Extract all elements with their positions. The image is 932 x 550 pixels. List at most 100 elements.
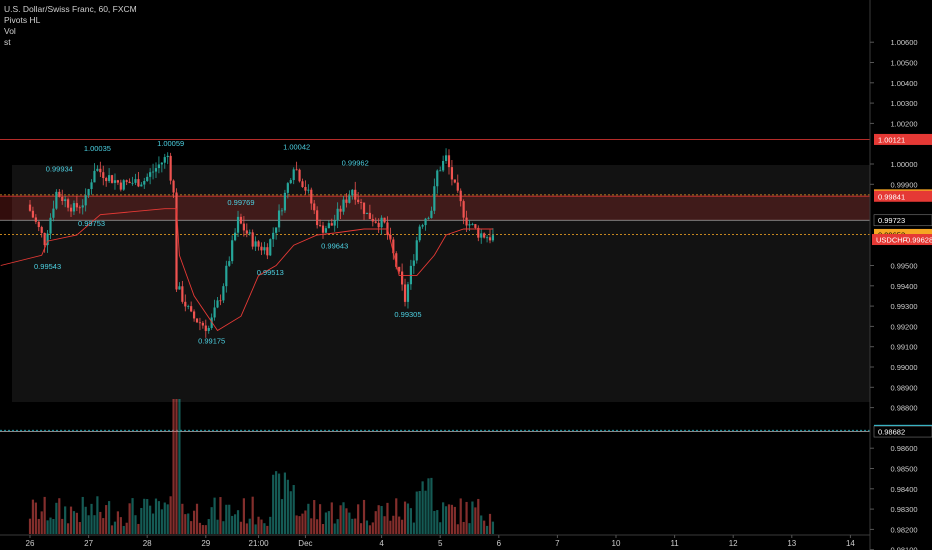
candle-body xyxy=(292,169,295,181)
legend-indicator-pivots[interactable]: Pivots HL xyxy=(4,15,41,25)
candle-body xyxy=(389,234,392,240)
volume-bar xyxy=(105,505,108,534)
candle-body xyxy=(99,168,102,173)
volume-bar xyxy=(163,502,166,534)
time-tick-label: 12 xyxy=(729,539,738,548)
candle-body xyxy=(359,202,363,203)
candle-body xyxy=(228,261,231,266)
volume-bar xyxy=(207,519,210,534)
candle-body xyxy=(66,199,70,208)
candle-body xyxy=(251,232,254,247)
candle-body xyxy=(269,239,272,256)
volume-bar xyxy=(318,504,322,534)
candle-body xyxy=(336,208,339,221)
volume-bar xyxy=(119,517,122,534)
volume-bar xyxy=(266,525,269,534)
volume-bar xyxy=(283,472,287,534)
candle-body xyxy=(354,189,357,200)
volume-bar xyxy=(342,502,345,534)
volume-bar xyxy=(157,501,161,534)
volume-bar xyxy=(468,523,471,534)
candle-body xyxy=(406,284,410,302)
legend-title[interactable]: U.S. Dollar/Swiss Franc, 60, FXCM xyxy=(4,4,137,14)
time-tick-label: 28 xyxy=(143,539,152,548)
volume-bar xyxy=(269,516,272,534)
candle-body xyxy=(436,170,439,187)
candle-body xyxy=(61,196,64,202)
volume-bar xyxy=(75,512,78,534)
candle-body xyxy=(289,180,292,184)
volume-bar xyxy=(392,515,395,534)
volume-bar xyxy=(365,520,369,534)
candle-body xyxy=(324,228,328,233)
candle-body xyxy=(377,222,380,228)
candle-body xyxy=(163,157,166,163)
time-tick-label: 21:00 xyxy=(249,539,270,548)
volume-bar xyxy=(234,514,237,534)
volume-bar xyxy=(69,506,73,534)
candle-body xyxy=(49,217,52,234)
candle-body xyxy=(143,180,146,185)
volume-bar xyxy=(178,399,181,534)
candle-body xyxy=(310,189,313,204)
candle-body xyxy=(201,322,204,326)
candle-body xyxy=(327,223,330,229)
volume-bar xyxy=(195,503,199,534)
candle-body xyxy=(342,199,345,212)
candle-body xyxy=(184,301,187,307)
volume-bar xyxy=(395,498,398,534)
candle-body xyxy=(330,223,333,226)
candle-body xyxy=(72,203,76,212)
volume-bar xyxy=(483,520,486,534)
time-axis[interactable]: 26 27 28 29 21:00 Dec 4 5 6 7 10 11 12 13 14 xyxy=(26,535,856,548)
candle-body xyxy=(424,218,427,226)
volume-bar xyxy=(184,514,187,534)
price-tick-label: 0.99300 xyxy=(890,302,917,311)
candle-body xyxy=(283,192,287,211)
volume-bar xyxy=(46,520,49,534)
legend-indicator-st[interactable]: st xyxy=(4,37,11,47)
time-tick-label: 27 xyxy=(84,539,93,548)
volume-bar xyxy=(190,521,193,534)
time-tick-label: 7 xyxy=(555,539,560,548)
candle-body xyxy=(195,318,199,323)
volume-bar xyxy=(444,506,448,534)
price-axis[interactable]: 1.00600 1.00500 1.00400 1.00300 1.00200 1.000… xyxy=(870,38,918,550)
volume-bar xyxy=(275,471,278,534)
price-tag-label: 0.99723 xyxy=(878,216,905,225)
candle-body xyxy=(365,212,369,214)
candle-body xyxy=(401,271,404,285)
price-tag xyxy=(874,133,932,145)
time-tick-label: 13 xyxy=(787,539,796,548)
candle-body xyxy=(55,191,58,209)
candle-body xyxy=(333,220,336,226)
volume-bar xyxy=(465,501,468,534)
volume-bar xyxy=(374,511,377,534)
candle-body xyxy=(439,170,442,172)
volume-bar xyxy=(313,500,316,534)
volume-bar xyxy=(122,525,125,534)
candle-body xyxy=(254,241,257,247)
volume-bar xyxy=(84,506,87,534)
price-tag xyxy=(872,234,932,246)
legend-indicator-vol[interactable]: Vol xyxy=(4,26,16,36)
volume-bar xyxy=(181,503,184,534)
volume-bar xyxy=(43,496,46,534)
volume-bar xyxy=(295,515,298,534)
time-tick-label: 6 xyxy=(497,539,502,548)
candle-body xyxy=(75,203,78,208)
time-tick-label: 29 xyxy=(201,539,210,548)
volume-bar xyxy=(172,399,175,534)
candle-body xyxy=(113,180,117,183)
price-tag-label: 0.98682 xyxy=(878,428,905,437)
pivot-label: 1.00042 xyxy=(283,142,310,151)
volume-bar xyxy=(263,523,266,534)
time-tick-label: 14 xyxy=(846,539,855,548)
volume-bar xyxy=(330,502,333,534)
volume-bar xyxy=(453,506,456,534)
candle-body xyxy=(110,175,114,183)
candle-body xyxy=(40,227,43,233)
volume-bar xyxy=(424,490,427,534)
candle-body xyxy=(222,286,225,301)
